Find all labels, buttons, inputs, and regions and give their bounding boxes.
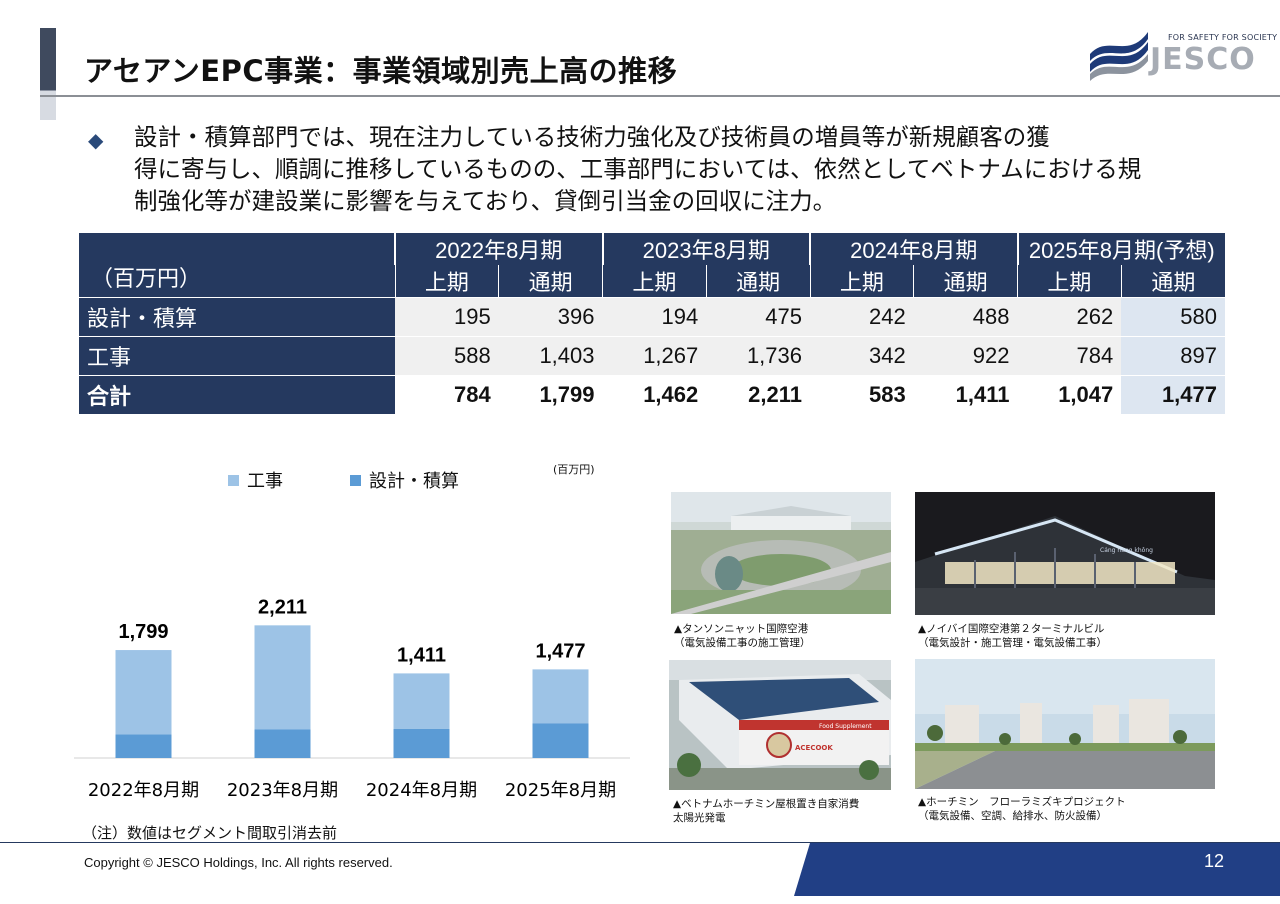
- wave-icon: [1090, 32, 1148, 81]
- photo-caption: ▲ノイバイ国際空港第２ターミナルビル （電気設計・施工管理・電気設備工事）: [918, 623, 1107, 649]
- tan-son-nhat-airport-photo: [671, 492, 891, 614]
- table-row: 設計・積算 195 396 194 475 242 488 262 580: [79, 297, 1225, 337]
- bar-segment: [115, 650, 172, 735]
- table-cell: 1,047: [1017, 375, 1122, 414]
- flora-mizuki-project-photo: [915, 659, 1215, 789]
- title-divider: [40, 95, 1280, 97]
- table-cell: 488: [913, 297, 1018, 337]
- legend-item-design: 設計・積算: [350, 467, 459, 493]
- year-header: 2024年8月期: [809, 233, 1018, 265]
- row-label: 工事: [79, 336, 395, 376]
- table-cell: 580: [1121, 297, 1225, 337]
- x-tick-label: 2025年8月期: [505, 780, 616, 801]
- x-tick-label: 2024年8月期: [366, 780, 477, 801]
- table-row: 合計 784 1,799 1,462 2,211 583 1,411 1,047…: [79, 375, 1225, 414]
- table-cell: 1,267: [602, 336, 707, 376]
- period-header: 上期: [809, 265, 914, 298]
- period-header: 上期: [394, 265, 499, 298]
- photo-caption: ▲ホーチミン フローラミズキプロジェクト （電気設備、空調、給排水、防火設備）: [918, 796, 1126, 822]
- airport-sign-text: Cảng hàng không: [1100, 547, 1153, 554]
- table-cell: 588: [395, 336, 499, 376]
- table-cell: 784: [1017, 336, 1122, 376]
- row-label: 合計: [79, 375, 395, 414]
- rooftop-solar-photo: Food Supplement ACECOOK: [669, 660, 891, 790]
- copyright-text: Copyright © JESCO Holdings, Inc. All rig…: [84, 855, 393, 870]
- bar-segment: [532, 723, 589, 758]
- stacked-bar-chart: 1,799 2022年8月期 2,211 2023年8月期 1,411 2024年8月期 1…: [74, 596, 630, 801]
- title-accent-bar: [40, 28, 56, 120]
- period-header: 上期: [602, 265, 707, 298]
- table-cell: 922: [913, 336, 1018, 376]
- logo-tagline: FOR SAFETY FOR SOCIETY: [1168, 33, 1278, 42]
- table-cell: 195: [395, 297, 499, 337]
- factory-banner-text: Food Supplement: [819, 723, 872, 730]
- table-cell: 342: [810, 336, 914, 376]
- row-label: 設計・積算: [79, 297, 395, 337]
- table-cell: 396: [498, 297, 603, 337]
- table-cell: 2,211: [706, 375, 810, 414]
- legend-label: 設計・積算: [369, 471, 459, 492]
- legend-label: 工事: [247, 471, 283, 492]
- total-data-label: 1,799: [118, 621, 168, 643]
- total-data-label: 1,477: [535, 640, 585, 662]
- chart-note: （注）数値はセグメント間取引消去前: [82, 824, 338, 842]
- jesco-logo: [1090, 32, 1148, 81]
- unit-label: （百万円）: [79, 233, 395, 298]
- page-number: 12: [1204, 851, 1225, 871]
- period-header: 通期: [1120, 265, 1225, 298]
- logo-wordmark: JESCO: [1150, 42, 1256, 77]
- legend-swatch: [350, 474, 361, 486]
- x-tick-label: 2022年8月期: [88, 780, 199, 801]
- footer-band: [794, 843, 1280, 896]
- photo-caption: ▲タンソンニャット国際空港 （電気設備工事の施工管理）: [674, 623, 811, 649]
- table-cell: 1,799: [498, 375, 603, 414]
- table-cell: 475: [706, 297, 810, 337]
- bar-segment: [393, 728, 450, 758]
- diamond-bullet-icon: ◆: [88, 128, 104, 152]
- table-cell: 1,462: [602, 375, 707, 414]
- x-tick-label: 2023年8月期: [227, 780, 338, 801]
- bar-segment: [115, 734, 172, 758]
- table-cell: 1,477: [1121, 375, 1225, 414]
- page-title: アセアンEPC事業：事業領域別売上高の推移: [84, 54, 678, 88]
- year-header: 2023年8月期: [601, 233, 810, 265]
- period-header: 上期: [1017, 265, 1122, 298]
- bar-segment: [393, 673, 450, 729]
- period-header: 通期: [498, 265, 603, 298]
- table-cell: 1,411: [913, 375, 1018, 414]
- table-cell: 1,736: [706, 336, 810, 376]
- bar-segment: [254, 729, 311, 758]
- summary-text: 設計・積算部門では、現在注力している技術力強化及び技術員の増員等が新規顧客の獲 …: [134, 123, 1142, 215]
- year-header: 2025年8月期(予想): [1016, 233, 1225, 265]
- total-data-label: 2,211: [258, 596, 307, 618]
- table-cell: 194: [602, 297, 707, 337]
- bar-segment: [532, 669, 589, 724]
- bar-segment: [254, 625, 311, 730]
- table-cell: 262: [1017, 297, 1122, 337]
- table-cell: 784: [395, 375, 499, 414]
- chart-unit-label: (百万円): [553, 463, 595, 476]
- table-cell: 583: [810, 375, 914, 414]
- sales-table: （百万円） 2022年8月期 2023年8月期 2024年8月期 2025年8月…: [79, 233, 1225, 414]
- table-cell: 897: [1121, 336, 1225, 376]
- table-row: 工事 588 1,403 1,267 1,736 342 922 784 897: [79, 336, 1225, 376]
- table-cell: 242: [810, 297, 914, 337]
- table-cell: 1,403: [498, 336, 603, 376]
- legend-swatch: [228, 474, 239, 486]
- period-header: 通期: [913, 265, 1018, 298]
- total-data-label: 1,411: [397, 644, 446, 666]
- factory-name-text: ACECOOK: [795, 744, 833, 752]
- legend-item-construction: 工事: [228, 467, 283, 493]
- photo-caption: ▲ベトナムホーチミン屋根置き自家消費 太陽光発電: [673, 798, 860, 824]
- noi-bai-airport-photo: Cảng hàng không: [915, 492, 1215, 615]
- footer-divider: [0, 842, 1280, 843]
- period-header: 通期: [705, 265, 810, 298]
- year-header: 2022年8月期: [394, 233, 603, 265]
